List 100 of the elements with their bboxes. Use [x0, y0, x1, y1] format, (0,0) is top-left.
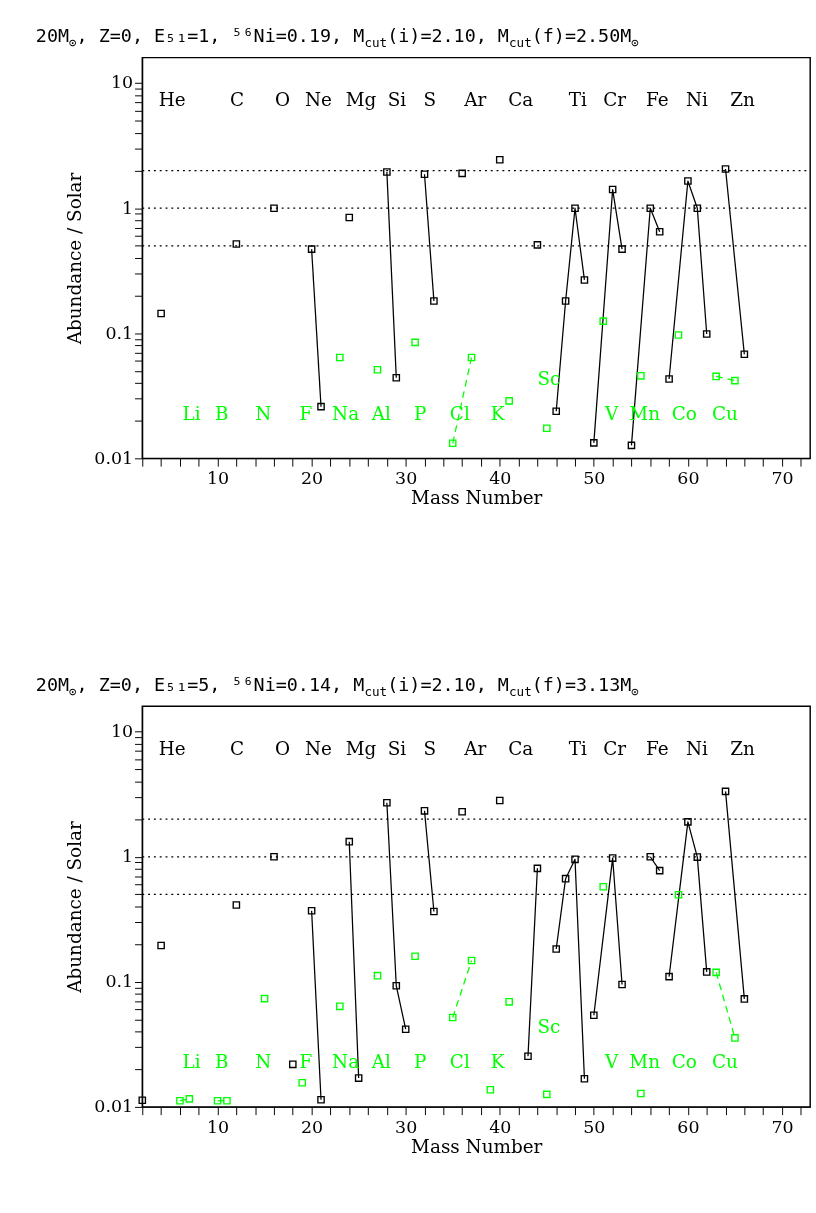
point: [317, 1095, 325, 1104]
point: [307, 906, 316, 915]
point: [599, 317, 608, 325]
x-tick-label: 30: [395, 1116, 418, 1137]
point: [260, 994, 269, 1003]
x-tick-label: 70: [771, 1116, 794, 1137]
point: [524, 1052, 532, 1061]
annotation: Cu: [712, 1051, 739, 1073]
x-tick-label: 30: [395, 468, 418, 489]
point: [618, 245, 626, 253]
point: [270, 204, 278, 213]
point: [533, 241, 542, 249]
point: [712, 968, 720, 977]
point: [467, 353, 476, 362]
point: [552, 945, 561, 953]
point: [571, 204, 579, 213]
point: [345, 213, 354, 222]
point: [637, 1089, 645, 1098]
x-tick-label: 20: [301, 468, 324, 489]
point: [505, 397, 513, 405]
annotation: Si: [387, 89, 407, 111]
annotation: C: [230, 737, 245, 759]
point: [185, 1095, 194, 1103]
annotation: F: [299, 402, 313, 424]
point: [420, 170, 429, 179]
point: [646, 204, 655, 213]
point: [448, 1013, 457, 1022]
point: [373, 971, 382, 980]
annotation: K: [490, 402, 505, 424]
annotation: Ne: [304, 737, 332, 759]
point: [486, 1085, 495, 1094]
point: [590, 439, 598, 447]
point: [684, 177, 692, 185]
annotation: Zn: [730, 89, 755, 111]
point: [270, 852, 278, 861]
annotation: O: [275, 737, 291, 759]
point: [298, 1078, 307, 1087]
point: [684, 818, 692, 826]
point: [533, 864, 542, 873]
annotation: S: [423, 737, 437, 759]
point: [580, 1074, 589, 1083]
point: [561, 874, 570, 883]
point: [712, 372, 720, 381]
point: [590, 1011, 598, 1020]
point: [430, 297, 438, 305]
annotation: Mg: [345, 89, 377, 111]
x-tick-label: 20: [301, 1116, 324, 1137]
point: [232, 901, 241, 909]
annotation: Na: [332, 402, 360, 424]
point: [232, 240, 241, 248]
x-tick-label: 40: [489, 1116, 512, 1137]
x-axis-title: Mass Number: [411, 487, 543, 509]
annotation: V: [604, 1051, 620, 1073]
point: [307, 245, 316, 253]
point: [317, 402, 325, 411]
point: [138, 1096, 147, 1105]
point: [627, 441, 636, 450]
point: [721, 787, 730, 796]
point: [740, 995, 749, 1003]
annotation: Si: [387, 737, 407, 759]
point: [599, 882, 608, 891]
point: [373, 365, 382, 374]
annotation: V: [604, 402, 620, 424]
y-tick-label: 10: [110, 72, 134, 93]
annotation: Zn: [730, 737, 755, 759]
annotation: K: [490, 1051, 505, 1073]
point: [674, 890, 683, 899]
point: [542, 424, 551, 433]
annotation: Al: [370, 1051, 392, 1073]
x-tick-label: 70: [771, 468, 794, 489]
y-tick-label: 0.1: [105, 322, 134, 343]
x-tick-label: 60: [677, 1116, 700, 1137]
point: [383, 798, 391, 807]
point: [223, 1096, 231, 1105]
annotation: He: [158, 89, 186, 111]
point: [458, 807, 466, 816]
x-tick-label: 60: [677, 468, 700, 489]
annotation: Fe: [645, 89, 669, 111]
annotation: S: [423, 89, 437, 111]
point: [392, 981, 401, 990]
point: [411, 338, 419, 347]
point: [655, 866, 664, 875]
annotation: Li: [182, 1051, 201, 1073]
y-tick-label: 10: [110, 721, 134, 742]
annotation: Cl: [449, 1051, 470, 1073]
y-axis-title: Abundance / Solar: [63, 821, 85, 994]
annotation: Mn: [629, 1051, 661, 1073]
annotation: Cr: [603, 737, 627, 759]
annotation: He: [158, 737, 186, 759]
point: [618, 980, 626, 989]
annotation: Sc: [537, 1016, 561, 1038]
y-tick-label: 0.01: [94, 1096, 134, 1117]
point: [674, 331, 683, 339]
point: [665, 972, 673, 981]
point: [702, 968, 711, 976]
point: [740, 350, 749, 359]
annotation: Fe: [645, 737, 669, 759]
annotation: B: [214, 1051, 229, 1073]
annotation: Cr: [603, 89, 627, 111]
point: [448, 439, 457, 448]
